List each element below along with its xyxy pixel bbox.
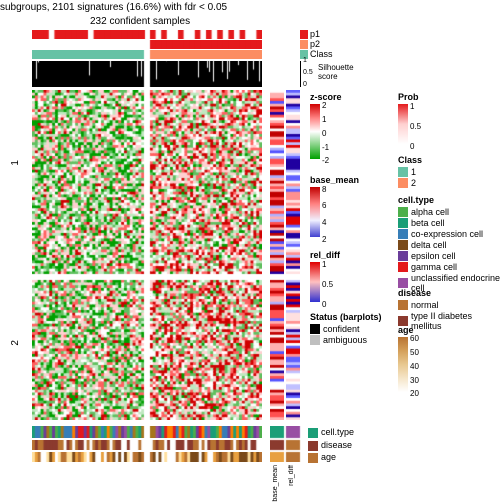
side-rel-diff — [286, 90, 300, 420]
rowgroup-2: 2 — [10, 340, 21, 346]
legend-status: Status (barplots) confidentambiguous — [310, 312, 382, 346]
p2-label: p2 — [310, 39, 320, 49]
side-label-reldiff: rel_diff — [288, 465, 295, 486]
p1-swatch — [300, 30, 308, 39]
annot-p1 — [32, 30, 262, 39]
side-label-basemean: base_mean — [272, 465, 279, 502]
side-base-mean — [270, 90, 284, 420]
rowgroup-1: 1 — [10, 160, 21, 166]
bottom-label-celltype: cell.type — [308, 427, 354, 438]
bottom-label-disease: disease — [308, 440, 352, 451]
title-line1: subgroups, 2101 signatures (16.6%) with … — [0, 2, 227, 13]
legend-disease: disease normaltype II diabetes mellitus — [398, 288, 504, 332]
annot-p2 — [32, 40, 262, 49]
legend-prob: Prob 10.50 — [398, 92, 419, 144]
annot-silhouette — [32, 61, 262, 87]
class-label: Class — [310, 49, 333, 59]
heatmap-main — [32, 90, 262, 420]
bottom-age — [32, 452, 262, 462]
annot-class — [32, 50, 262, 59]
title-line2: 232 confident samples — [90, 16, 190, 27]
sil-label: Silhouette score — [318, 63, 354, 81]
legend-age: age 6050403020 — [398, 325, 414, 392]
legend-reldiff: rel_diff 10.50 — [310, 250, 340, 302]
legend-class: Class 12 — [398, 155, 422, 189]
p2-swatch — [300, 40, 308, 49]
bottom-celltype — [32, 426, 262, 438]
bottom-label-age: age — [308, 452, 336, 463]
sil-axis: 1 0.5 0 — [300, 61, 310, 87]
side-bottom — [270, 426, 302, 462]
legend-zscore: z-score 210-1-2 — [310, 92, 342, 159]
bottom-disease — [32, 440, 262, 450]
legend-basemean: base_mean 8642 — [310, 175, 359, 237]
p1-label: p1 — [310, 29, 320, 39]
legend-celltype: cell.type alpha cellbeta cellco-expressi… — [398, 195, 504, 294]
